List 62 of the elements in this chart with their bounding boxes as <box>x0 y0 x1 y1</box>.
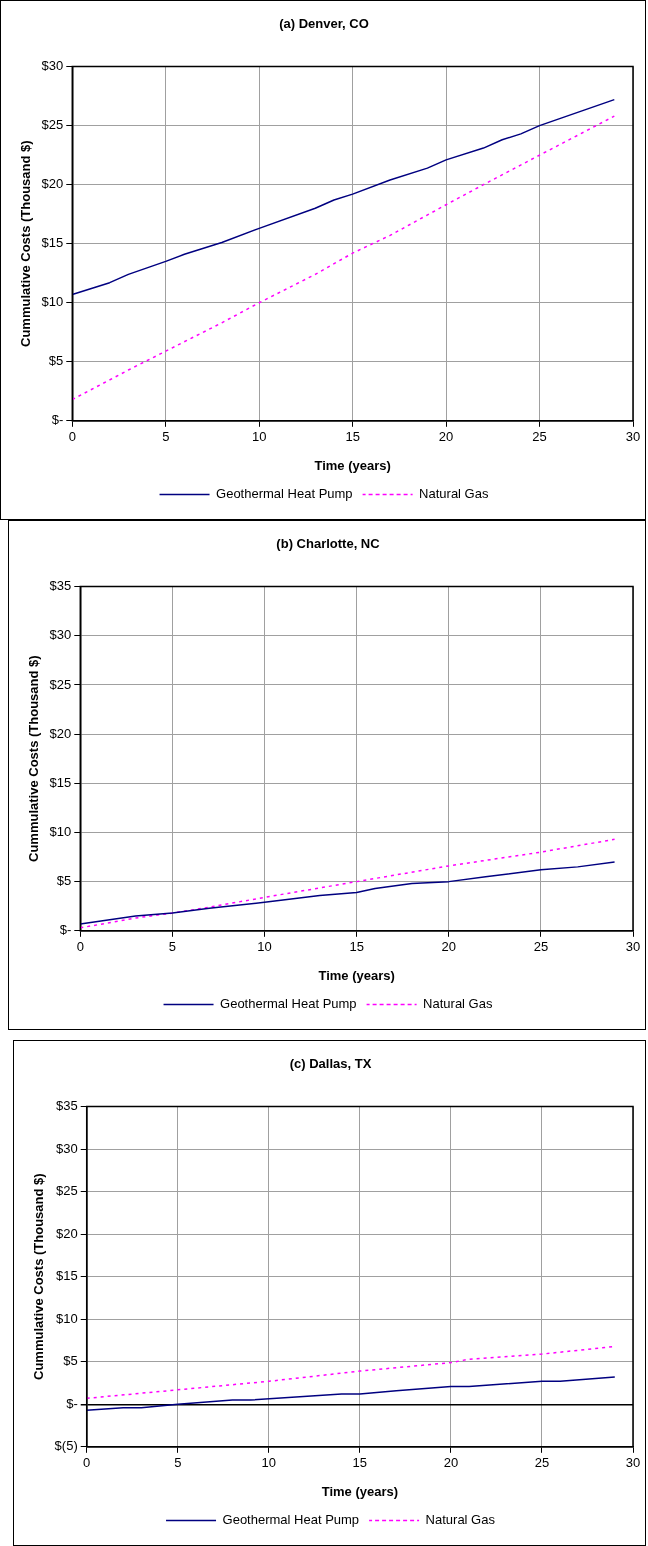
y-axis-title: Cummulative Costs (Thousand $) <box>26 655 42 862</box>
y-tick-label: $10 <box>49 824 72 840</box>
chart-title: (c) Dallas, TX <box>289 1056 372 1072</box>
x-tick-label: 5 <box>162 429 170 445</box>
x-tick-label: 25 <box>533 939 549 955</box>
y-tick-label: $30 <box>56 1140 78 1156</box>
y-tick-label: $20 <box>41 176 64 192</box>
y-axis-title: Cummulative Costs (Thousand $) <box>31 1173 47 1380</box>
y-tick-label: $30 <box>49 627 72 643</box>
legend-label: Natural Gas <box>425 1512 496 1528</box>
x-tick-label: 30 <box>625 939 641 955</box>
y-axis-title: Cummulative Costs (Thousand $) <box>18 140 34 347</box>
y-tick-label: $- <box>51 412 64 428</box>
line-series <box>72 115 616 401</box>
x-tick-label: 0 <box>76 939 84 955</box>
x-tick-label: 20 <box>441 939 456 955</box>
y-tick-label: $15 <box>41 235 64 251</box>
x-tick-label: 25 <box>532 429 547 445</box>
y-tick-label: $5 <box>56 873 72 889</box>
y-tick-label: $35 <box>49 578 72 594</box>
y-tick-label: $10 <box>56 1310 78 1326</box>
x-tick-label: 10 <box>251 429 267 445</box>
x-tick-label: 10 <box>261 1455 277 1471</box>
x-tick-label: 10 <box>257 939 272 955</box>
y-tick-label: $20 <box>49 725 72 741</box>
x-tick-label: 15 <box>352 1455 368 1471</box>
x-tick-label: 20 <box>443 1455 459 1471</box>
x-tick-label: 30 <box>625 429 641 445</box>
legend-label: Geothermal Heat Pump <box>216 486 353 502</box>
x-tick-label: 0 <box>68 429 76 445</box>
y-tick-label: $30 <box>41 58 64 74</box>
y-tick-label: $5 <box>48 353 64 369</box>
y-tick-label: $35 <box>56 1098 78 1114</box>
legend-label: Natural Gas <box>419 486 489 502</box>
x-axis-title: Time (years) <box>318 967 395 983</box>
x-axis-title: Time (years) <box>321 1483 399 1499</box>
x-tick-label: 20 <box>438 429 454 445</box>
chart-title: (b) Charlotte, NC <box>276 536 381 552</box>
y-tick-label: $- <box>66 1395 78 1411</box>
legend-label: Natural Gas <box>423 996 493 1012</box>
y-tick-label: $10 <box>41 294 64 310</box>
x-tick-label: 15 <box>345 429 360 445</box>
x-tick-label: 5 <box>168 939 177 955</box>
y-tick-label: $(5) <box>54 1438 78 1454</box>
x-tick-label: 5 <box>174 1455 182 1471</box>
y-tick-label: $20 <box>56 1225 78 1241</box>
x-tick-label: 25 <box>534 1455 550 1471</box>
y-tick-label: $- <box>59 922 72 938</box>
legend-label: Geothermal Heat Pump <box>220 996 357 1012</box>
x-tick-label: 0 <box>83 1455 91 1471</box>
x-axis-title: Time (years) <box>314 457 391 473</box>
x-tick-label: 15 <box>349 939 364 955</box>
x-tick-label: 30 <box>625 1455 641 1471</box>
y-tick-label: $15 <box>49 774 72 790</box>
legend-label: Geothermal Heat Pump <box>222 1512 360 1528</box>
y-tick-label: $5 <box>63 1353 78 1369</box>
line-series <box>80 838 616 929</box>
y-tick-label: $15 <box>56 1268 78 1284</box>
y-tick-label: $25 <box>56 1183 78 1199</box>
chart-title: (a) Denver, CO <box>279 16 369 32</box>
y-tick-label: $25 <box>41 117 64 133</box>
y-tick-label: $25 <box>49 676 72 692</box>
